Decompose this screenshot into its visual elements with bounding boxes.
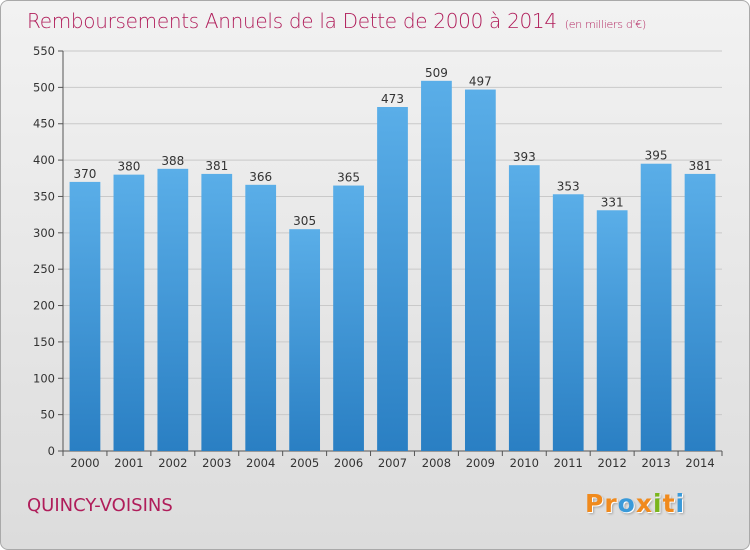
chart-subtitle: (en milliers d'€) [564,18,646,31]
y-tick-label: 450 [33,117,55,131]
logo-letter: t [662,489,676,518]
value-label: 509 [425,66,448,80]
bar-2005 [289,229,321,451]
y-tick-label: 150 [33,335,55,349]
y-tick-label: 350 [33,189,55,203]
bar-2003 [201,173,233,451]
x-tick-label: 2005 [290,456,319,470]
value-label: 381 [205,159,228,173]
x-tick-label: 2002 [158,456,187,470]
value-label: 365 [337,171,360,185]
x-tick-label: 2008 [422,456,451,470]
logo-letter: o [617,489,636,518]
value-label: 370 [74,167,97,181]
value-label: 331 [601,195,624,209]
x-tick-label: 2009 [466,456,495,470]
x-tick-label: 2007 [378,456,407,470]
bar-2002 [157,168,189,451]
y-tick-label: 500 [33,80,55,94]
place-name: QUINCY-VOISINS [27,495,173,516]
bar-2007 [377,107,408,451]
bar-2001 [113,174,145,452]
value-label: 388 [161,154,184,168]
x-tick-label: 2003 [202,456,231,470]
bars [69,80,716,452]
value-label: 473 [381,92,404,106]
value-label: 381 [689,159,712,173]
axes: 0 50 100 150 200 250 300 350 400 450 500 550 2000 200… [33,44,723,470]
bar-2011 [552,194,584,452]
value-label: 380 [117,160,140,174]
x-tick-label: 2010 [510,456,539,470]
y-tick-label: 100 [33,371,55,385]
bar-2013 [640,163,672,451]
value-label: 497 [469,75,492,89]
logo-letter: i [653,489,663,518]
value-label: 353 [557,179,580,193]
bar-2006 [333,185,364,451]
value-label: 393 [513,150,536,164]
y-tick-label: 0 [48,444,55,458]
x-tick-label: 2001 [114,456,143,470]
x-tick-label: 2004 [246,456,275,470]
y-tick-label: 300 [33,226,55,240]
y-tick-label: 250 [33,262,55,276]
logo-letter: i [675,489,686,518]
x-tick-label: 2014 [685,456,714,470]
chart-title-text: Remboursements Annuels de la Dette de 20… [27,9,557,33]
bar-2010 [508,165,540,451]
bar-2012 [596,210,628,451]
y-tick-label: 50 [40,408,55,422]
x-tick-label: 2012 [598,456,627,470]
proxiti-logo: Proxiti [585,489,685,518]
y-tick-label: 400 [33,153,55,167]
x-tick-label: 2013 [641,456,670,470]
y-tick-label: 200 [33,299,55,313]
x-tick-label: 2000 [70,456,99,470]
logo-letter: r [604,489,618,518]
data-labels: 370 380 388 381 366 305 365 473 509 497 393 353 331 3… [74,66,712,228]
value-label: 366 [249,170,272,184]
bar-2008 [421,80,452,452]
y-tick-label: 550 [33,44,55,58]
bar-2014 [684,173,716,451]
logo-letter: P [585,489,605,518]
chart-title: Remboursements Annuels de la Dette de 20… [27,9,646,33]
x-tick-label: 2011 [554,456,583,470]
bar-2000 [69,181,101,451]
value-label: 305 [293,214,316,228]
logo-letter: x [635,489,653,518]
x-tick-label: 2006 [334,456,363,470]
value-label: 395 [645,149,668,163]
bar-2009 [464,89,496,451]
bar-2004 [245,184,277,451]
